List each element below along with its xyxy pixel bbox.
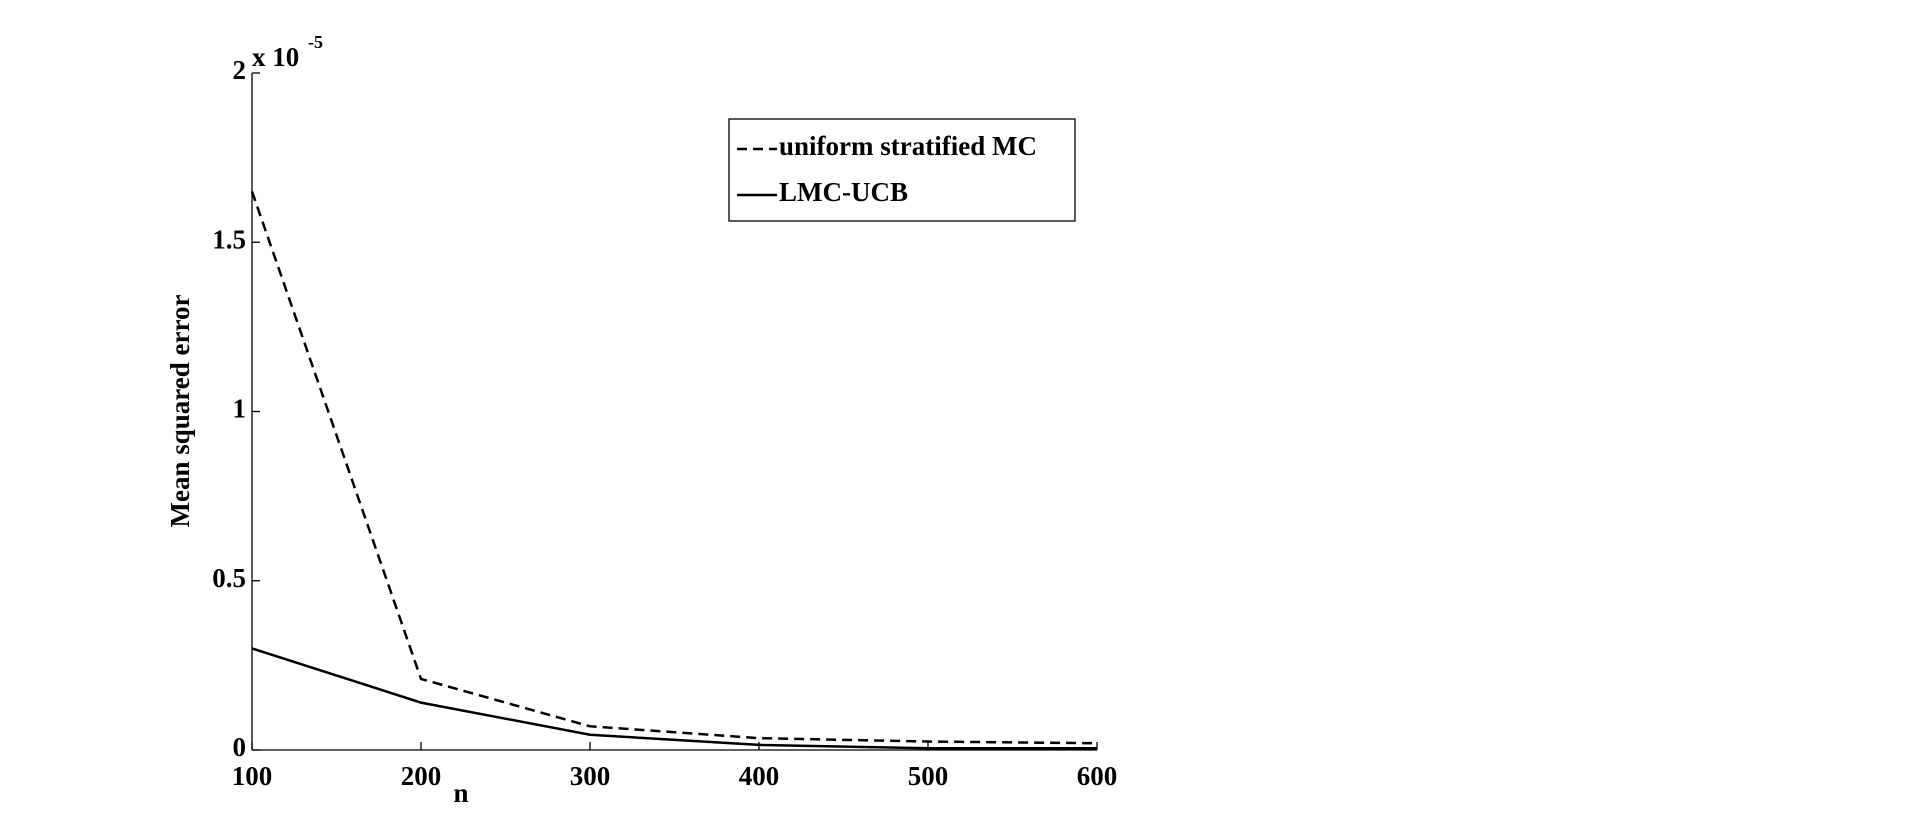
y-tick-label: 2	[233, 55, 247, 85]
y-tick-label: 1.5	[212, 224, 246, 254]
y-tick-label: 0.5	[212, 563, 246, 593]
legend-label: LMC-UCB	[779, 177, 908, 207]
x-tick-label: 500	[908, 761, 949, 791]
x-tick-label: 200	[401, 761, 442, 791]
y-multiplier-exponent: -5	[308, 32, 323, 52]
x-tick-label: 600	[1077, 761, 1118, 791]
x-axis-label: n	[453, 778, 468, 808]
series-line	[251, 647, 1097, 750]
series-line	[250, 191, 1098, 745]
y-tick-label: 0	[233, 732, 247, 762]
x-tick-label: 400	[739, 761, 780, 791]
legend-label: uniform stratified MC	[779, 131, 1037, 161]
x-tick-label: 300	[570, 761, 611, 791]
x-tick-label: 100	[232, 761, 273, 791]
legend-box	[728, 118, 1076, 222]
y-tick-label: 1	[233, 394, 247, 424]
y-axis-label: Mean squared error	[165, 295, 195, 528]
y-multiplier: x 10	[252, 42, 299, 72]
